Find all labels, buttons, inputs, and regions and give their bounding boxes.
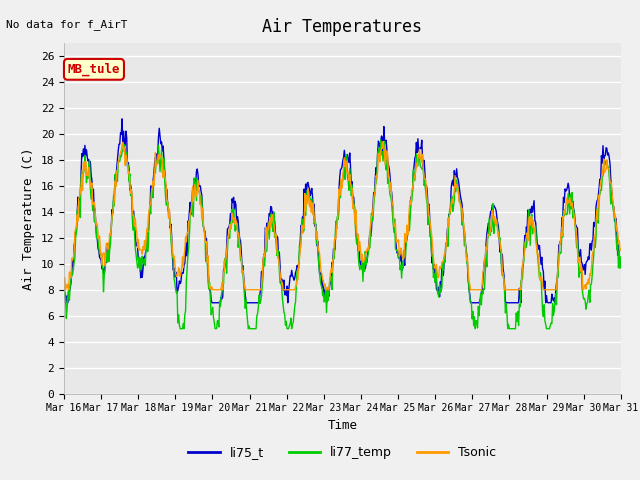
li75_t — [428, 260, 436, 266]
li75_t — [215, 300, 223, 306]
Tsonic — [60, 287, 68, 293]
Tsonic — [380, 139, 387, 144]
li77_temp — [214, 318, 222, 324]
li77_temp — [60, 286, 68, 291]
Tsonic — [70, 248, 78, 254]
li77_temp — [412, 164, 419, 169]
li77_temp — [617, 254, 625, 260]
li77_temp — [428, 253, 436, 259]
Text: MB_tule: MB_tule — [68, 63, 120, 76]
li75_t — [118, 116, 126, 122]
li75_t — [60, 283, 68, 289]
li75_t — [412, 153, 419, 159]
Tsonic — [214, 287, 221, 293]
X-axis label: Time: Time — [328, 419, 357, 432]
Y-axis label: Air Temperature (C): Air Temperature (C) — [22, 147, 35, 289]
li75_t — [129, 220, 137, 226]
li77_temp — [185, 246, 193, 252]
li77_temp — [377, 137, 385, 143]
li75_t — [617, 263, 625, 269]
li77_temp — [127, 188, 135, 194]
Text: No data for f_AirT: No data for f_AirT — [6, 19, 128, 30]
Tsonic — [617, 247, 625, 252]
Tsonic — [184, 230, 192, 236]
Legend: li75_t, li77_temp, Tsonic: li75_t, li77_temp, Tsonic — [184, 442, 501, 465]
li75_t — [61, 300, 69, 306]
Tsonic — [127, 187, 135, 192]
li77_temp — [70, 260, 78, 265]
Line: li75_t: li75_t — [64, 119, 621, 303]
li75_t — [186, 208, 193, 214]
Title: Air Temperatures: Air Temperatures — [262, 18, 422, 36]
Line: li77_temp: li77_temp — [64, 140, 621, 329]
li77_temp — [177, 326, 184, 332]
Tsonic — [428, 228, 435, 234]
Line: Tsonic: Tsonic — [64, 142, 621, 290]
li75_t — [71, 239, 79, 244]
Tsonic — [411, 172, 419, 178]
